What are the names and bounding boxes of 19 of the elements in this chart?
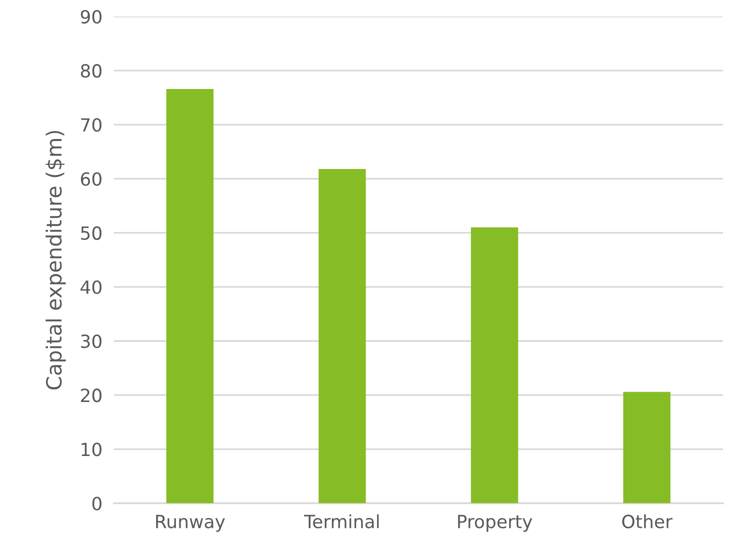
y-tick-label: 80: [80, 64, 102, 78]
bar: [318, 169, 366, 504]
x-tick-label: Property: [458, 514, 532, 532]
y-tick-label: 10: [82, 442, 102, 456]
x-tick-label: Terminal: [304, 514, 379, 528]
bar: [623, 392, 670, 504]
y-tick-label: 20: [81, 388, 102, 402]
bar: [166, 88, 214, 504]
y-tick-label: 70: [81, 118, 102, 132]
y-tick-label: 60: [80, 172, 102, 186]
bar: [470, 227, 518, 504]
y-tick-label: 0: [92, 496, 102, 510]
y-tick-label: 40: [80, 280, 102, 294]
y-tick-label: 50: [81, 226, 102, 240]
y-tick-label: 90: [80, 10, 102, 24]
y-tick-label: 30: [81, 334, 102, 348]
y-axis-title: Capital expenditure ($m): [46, 130, 66, 390]
x-tick-label: Runway: [156, 514, 225, 532]
x-tick-label: Other: [622, 514, 672, 528]
